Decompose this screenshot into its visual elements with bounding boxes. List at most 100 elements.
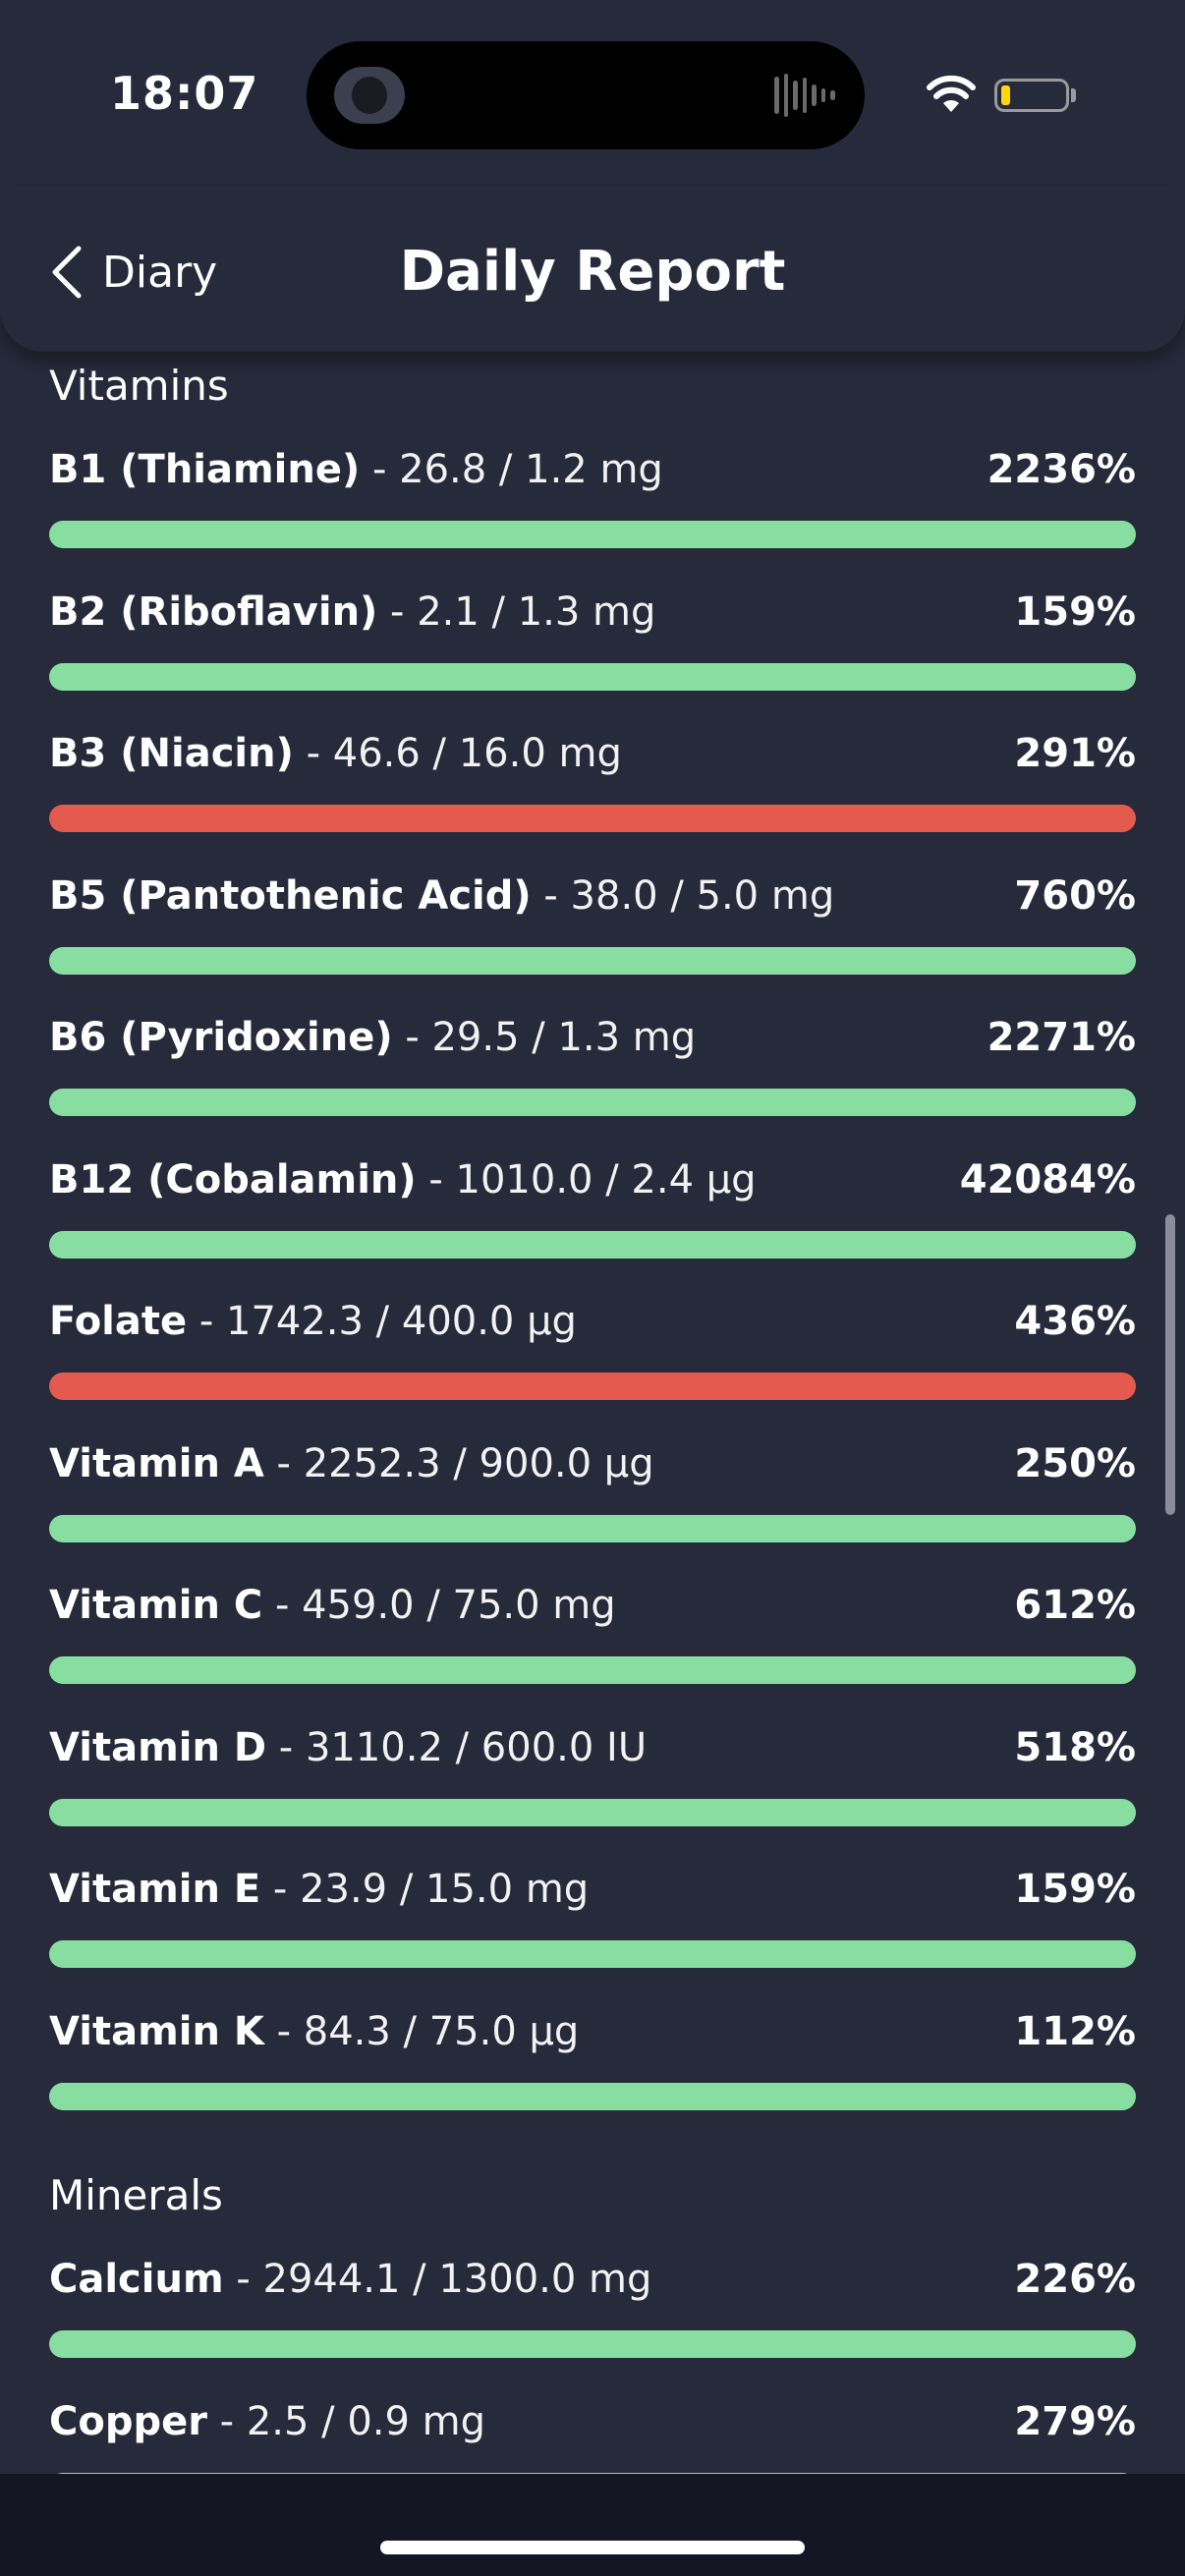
nutrient-text: B2 (Riboflavin) - 2.1 / 1.3 mg 159% xyxy=(49,583,1136,642)
nutrient-row[interactable]: Copper - 2.5 / 0.9 mg 279% xyxy=(49,2392,1136,2474)
progress-bar xyxy=(49,1089,1136,1116)
nutrient-text: Copper - 2.5 / 0.9 mg 279% xyxy=(49,2392,1136,2451)
nutrient-label: Vitamin D - 3110.2 / 600.0 IU xyxy=(49,1725,647,1770)
wifi-icon xyxy=(927,75,976,112)
nutrient-percent: 42084% xyxy=(959,1156,1136,1203)
nutrient-amount: - 1742.3 / 400.0 µg xyxy=(187,1299,577,1344)
nutrient-text: Vitamin D - 3110.2 / 600.0 IU 518% xyxy=(49,1718,1136,1777)
nutrient-row[interactable]: B12 (Cobalamin) - 1010.0 / 2.4 µg 42084% xyxy=(49,1150,1136,1259)
bottom-safe-area xyxy=(0,2474,1185,2576)
nutrient-label: B5 (Pantothenic Acid) - 38.0 / 5.0 mg xyxy=(49,873,834,919)
nutrient-amount: - 2.1 / 1.3 mg xyxy=(377,588,656,635)
nutrient-name: Calcium xyxy=(49,2257,224,2302)
nutrient-amount: - 38.0 / 5.0 mg xyxy=(531,872,835,919)
nutrient-percent: 518% xyxy=(1014,1724,1136,1770)
nutrient-label: Vitamin K - 84.3 / 75.0 µg xyxy=(49,2009,579,2054)
nutrient-name: Vitamin K xyxy=(49,2008,264,2054)
nutrient-percent: 612% xyxy=(1014,1583,1136,1628)
battery-level xyxy=(1001,85,1010,105)
nutrient-percent: 159% xyxy=(1014,588,1136,635)
nutrient-text: Calcium - 2944.1 / 1300.0 mg 226% xyxy=(49,2250,1136,2309)
nutrient-percent: 2271% xyxy=(987,1015,1136,1060)
nutrient-label: B6 (Pyridoxine) - 29.5 / 1.3 mg xyxy=(49,1015,696,1060)
home-indicator[interactable] xyxy=(380,2541,805,2554)
scrollbar[interactable] xyxy=(1165,1214,1175,1515)
progress-bar xyxy=(49,1230,1136,1259)
nutrient-label: Vitamin A - 2252.3 / 900.0 µg xyxy=(49,1441,654,1486)
back-label: Diary xyxy=(102,247,218,298)
nutrient-row[interactable]: Vitamin A - 2252.3 / 900.0 µg 250% xyxy=(49,1434,1136,1542)
nutrient-label: B1 (Thiamine) - 26.8 / 1.2 mg xyxy=(49,447,663,492)
nutrient-percent: 436% xyxy=(1014,1299,1136,1344)
nutrient-row[interactable]: Calcium - 2944.1 / 1300.0 mg 226% xyxy=(49,2250,1136,2358)
progress-bar xyxy=(49,1372,1136,1400)
nutrient-name: B5 (Pantothenic Acid) xyxy=(49,872,532,919)
section-header-minerals: Minerals xyxy=(49,2171,223,2219)
nutrient-percent: 250% xyxy=(1014,1440,1136,1486)
nutrient-row[interactable]: B5 (Pantothenic Acid) - 38.0 / 5.0 mg 760… xyxy=(49,867,1136,975)
nutrient-name: Vitamin D xyxy=(49,1724,267,1770)
nutrient-name: Copper xyxy=(49,2398,207,2444)
nutrient-name: B2 (Riboflavin) xyxy=(49,588,378,635)
nutrient-row[interactable]: Vitamin D - 3110.2 / 600.0 IU 518% xyxy=(49,1718,1136,1826)
nutrient-label: Vitamin C - 459.0 / 75.0 mg xyxy=(49,1583,616,1628)
progress-bar xyxy=(49,2082,1136,2110)
nutrient-text: B1 (Thiamine) - 26.8 / 1.2 mg 2236% xyxy=(49,440,1136,499)
nutrient-text: Vitamin A - 2252.3 / 900.0 µg 250% xyxy=(49,1434,1136,1493)
nutrient-text: Folate - 1742.3 / 400.0 µg 436% xyxy=(49,1292,1136,1351)
progress-bar xyxy=(49,1940,1136,1968)
dynamic-island xyxy=(307,41,865,149)
nutrient-amount: - 46.6 / 16.0 mg xyxy=(293,731,622,776)
nutrient-name: Vitamin A xyxy=(49,1440,264,1486)
nutrient-label: Copper - 2.5 / 0.9 mg xyxy=(49,2399,485,2444)
nutrient-text: Vitamin C - 459.0 / 75.0 mg 612% xyxy=(49,1576,1136,1635)
nutrient-amount: - 84.3 / 75.0 µg xyxy=(263,2008,580,2054)
nutrient-text: Vitamin K - 84.3 / 75.0 µg 112% xyxy=(49,2002,1136,2061)
nutrient-amount: - 2944.1 / 1300.0 mg xyxy=(223,2257,652,2302)
nutrient-row[interactable]: Folate - 1742.3 / 400.0 µg 436% xyxy=(49,1292,1136,1400)
nutrient-row[interactable]: B1 (Thiamine) - 26.8 / 1.2 mg 2236% xyxy=(49,440,1136,548)
nutrient-text: B12 (Cobalamin) - 1010.0 / 2.4 µg 42084% xyxy=(49,1150,1136,1209)
nutrient-amount: - 2.5 / 0.9 mg xyxy=(206,2398,486,2444)
nutrient-text: B6 (Pyridoxine) - 29.5 / 1.3 mg 2271% xyxy=(49,1008,1136,1067)
nutrient-percent: 226% xyxy=(1014,2257,1136,2302)
nutrient-amount: - 26.8 / 1.2 mg xyxy=(360,447,663,492)
nutrient-label: B2 (Riboflavin) - 2.1 / 1.3 mg xyxy=(49,589,655,635)
progress-bar xyxy=(49,1798,1136,1826)
nutrient-name: B6 (Pyridoxine) xyxy=(49,1015,393,1060)
nutrient-amount: - 23.9 / 15.0 mg xyxy=(260,1867,590,1912)
chevron-left-icon xyxy=(52,246,82,299)
nutrient-percent: 2236% xyxy=(987,447,1136,492)
nutrient-percent: 760% xyxy=(1014,872,1136,919)
nutrient-row[interactable]: B3 (Niacin) - 46.6 / 16.0 mg 291% xyxy=(49,724,1136,832)
back-button[interactable]: Diary xyxy=(49,238,217,307)
nutrient-row[interactable]: Vitamin E - 23.9 / 15.0 mg 159% xyxy=(49,1860,1136,1968)
progress-bar xyxy=(49,662,1136,691)
progress-bar xyxy=(49,1514,1136,1542)
progress-bar xyxy=(49,2472,1136,2474)
status-time: 18:07 xyxy=(110,67,259,120)
report-content[interactable]: Vitamins B1 (Thiamine) - 26.8 / 1.2 mg 223… xyxy=(0,352,1185,2474)
nutrient-name: B1 (Thiamine) xyxy=(49,447,361,492)
nutrient-row[interactable]: B2 (Riboflavin) - 2.1 / 1.3 mg 159% xyxy=(49,583,1136,691)
nutrient-row[interactable]: Vitamin C - 459.0 / 75.0 mg 612% xyxy=(49,1576,1136,1684)
nutrient-name: Vitamin E xyxy=(49,1867,261,1912)
audio-wave-icon xyxy=(774,73,836,118)
nutrient-row[interactable]: B6 (Pyridoxine) - 29.5 / 1.3 mg 2271% xyxy=(49,1008,1136,1116)
nutrient-percent: 279% xyxy=(1014,2398,1136,2444)
nutrient-label: Vitamin E - 23.9 / 15.0 mg xyxy=(49,1867,589,1912)
nutrient-amount: - 459.0 / 75.0 mg xyxy=(262,1583,616,1628)
nutrient-row[interactable]: Vitamin K - 84.3 / 75.0 µg 112% xyxy=(49,2002,1136,2110)
progress-bar xyxy=(49,1656,1136,1684)
section-header-vitamins: Vitamins xyxy=(49,362,229,410)
nutrient-amount: - 29.5 / 1.3 mg xyxy=(392,1015,697,1060)
nutrient-amount: - 1010.0 / 2.4 µg xyxy=(416,1156,757,1203)
page-title: Daily Report xyxy=(399,240,786,304)
progress-bar xyxy=(49,2330,1136,2358)
nutrient-name: B12 (Cobalamin) xyxy=(49,1156,417,1203)
battery-cap xyxy=(1071,88,1076,102)
nutrient-text: Vitamin E - 23.9 / 15.0 mg 159% xyxy=(49,1860,1136,1919)
nutrient-label: Folate - 1742.3 / 400.0 µg xyxy=(49,1299,577,1344)
nutrient-text: B3 (Niacin) - 46.6 / 16.0 mg 291% xyxy=(49,724,1136,783)
album-art-icon xyxy=(334,67,405,124)
